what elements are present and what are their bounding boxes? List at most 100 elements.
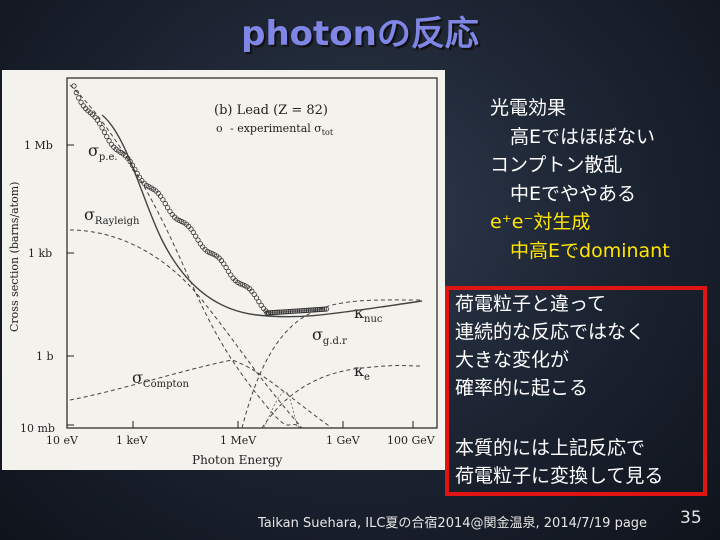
data-point [106, 138, 112, 144]
data-point [104, 134, 110, 140]
panel-label: (b) Lead (Z = 82) [214, 103, 328, 118]
label-compton: σCompton [132, 368, 190, 390]
data-point [276, 309, 283, 315]
page-number: 35 [680, 508, 702, 528]
data-point [134, 170, 140, 177]
data-point [278, 309, 284, 315]
ytick-10mb: 10 mb [20, 422, 55, 435]
slide-title: photonの反応 [241, 14, 479, 54]
figure-svg: 1 Mb 1 kb 1 b 10 mb 10 eV 1 keV 1 MeV 1 … [8, 77, 438, 467]
label-ke: κe [354, 361, 370, 383]
data-point [76, 95, 82, 101]
curve-gdr [263, 391, 301, 429]
y-tick-marks [67, 144, 74, 426]
data-point [207, 250, 213, 256]
data-point [302, 307, 308, 314]
note-photoelectric: 光電効果 [490, 97, 567, 119]
x-tick-marks [66, 421, 414, 428]
data-point [305, 307, 311, 313]
data-point [300, 308, 306, 314]
data-point [127, 158, 133, 165]
xtick-1gev: 1 GeV [326, 434, 361, 447]
data-point [251, 291, 257, 297]
data-point [162, 201, 168, 207]
legend-marker: o [216, 122, 223, 135]
data-point [253, 295, 260, 301]
data-point [256, 299, 262, 305]
data-point [165, 204, 171, 211]
data-point [312, 307, 319, 313]
data-point [221, 261, 227, 267]
highlight-text: 荷電粒子と違って 連続的な反応ではなく 大きな変化が 確率的に起こる 本質的には… [455, 290, 663, 490]
data-point [309, 307, 315, 313]
data-point [267, 310, 274, 316]
data-point [323, 306, 329, 312]
ytick-1kb: 1 kb [28, 247, 52, 260]
data-point [320, 306, 326, 312]
reaction-notes: 光電効果 高Eではほぼない コンプトン散乱 中Eでややある e⁺e⁻対生成 中高… [490, 94, 670, 265]
curve-photoelectric-dashed [69, 84, 303, 429]
data-point [190, 229, 196, 236]
data-point [275, 309, 281, 315]
data-point [307, 307, 313, 313]
data-point [291, 308, 297, 314]
data-point [94, 117, 101, 123]
label-rayleigh: σRayleigh [84, 205, 140, 227]
data-point [99, 125, 105, 131]
data-point [195, 237, 201, 243]
data-point [188, 226, 194, 232]
box-line-3: 大きな変化が [455, 349, 570, 371]
xtick-10ev: 10 eV [46, 434, 79, 447]
data-point [239, 282, 246, 288]
data-point [314, 307, 320, 313]
data-point [293, 308, 299, 314]
data-point [73, 90, 79, 96]
box-line-2: 連続的な反応ではなく [455, 321, 646, 343]
label-knuc: κnuc [354, 303, 383, 325]
data-point [223, 264, 229, 271]
data-point [282, 309, 288, 315]
data-point [160, 197, 166, 203]
note-compton-detail: 中Eでややある [510, 182, 637, 205]
data-point [78, 99, 84, 105]
y-axis-label: Cross section (barns/atom) [8, 182, 21, 332]
xtick-1mev: 1 MeV [220, 434, 257, 447]
data-point [258, 302, 264, 308]
box-line-6: 荷電粒子に変換して見る [455, 465, 664, 487]
xtick-100gev: 100 GeV [387, 434, 436, 447]
data-point [97, 121, 103, 127]
data-point [271, 309, 277, 316]
data-point [289, 308, 295, 314]
note-pair-production-detail: 中高Eでdominant [510, 239, 670, 262]
data-point [316, 306, 322, 313]
experimental-data-points [71, 83, 329, 316]
data-point [132, 166, 138, 172]
box-gap [455, 402, 663, 434]
data-point [285, 308, 292, 315]
data-point [287, 308, 293, 315]
data-point [284, 309, 290, 315]
highlight-box [445, 286, 707, 496]
data-point [280, 309, 286, 315]
box-line-1: 荷電粒子と違って [455, 293, 607, 315]
curve-knuc [241, 299, 423, 429]
box-line-4: 確率的に起こる [455, 377, 589, 399]
data-point [311, 307, 317, 313]
data-point [108, 141, 115, 147]
data-point [225, 268, 232, 274]
box-line-5: 本質的には上記反応で [455, 437, 646, 459]
xtick-1kev: 1 keV [116, 434, 149, 447]
data-point [209, 251, 215, 257]
x-axis-label: Photon Energy [192, 453, 283, 467]
note-photoelectric-detail: 高Eではほぼない [510, 125, 656, 148]
data-point [321, 306, 328, 312]
data-point [269, 310, 275, 316]
data-point [237, 281, 243, 287]
data-point [193, 233, 199, 239]
curve-ke [261, 365, 423, 429]
note-pair-production: e⁺e⁻対生成 [490, 211, 591, 233]
data-point [101, 129, 108, 135]
data-point [157, 193, 164, 199]
note-compton: コンプトン散乱 [490, 154, 623, 176]
data-point [294, 308, 301, 314]
